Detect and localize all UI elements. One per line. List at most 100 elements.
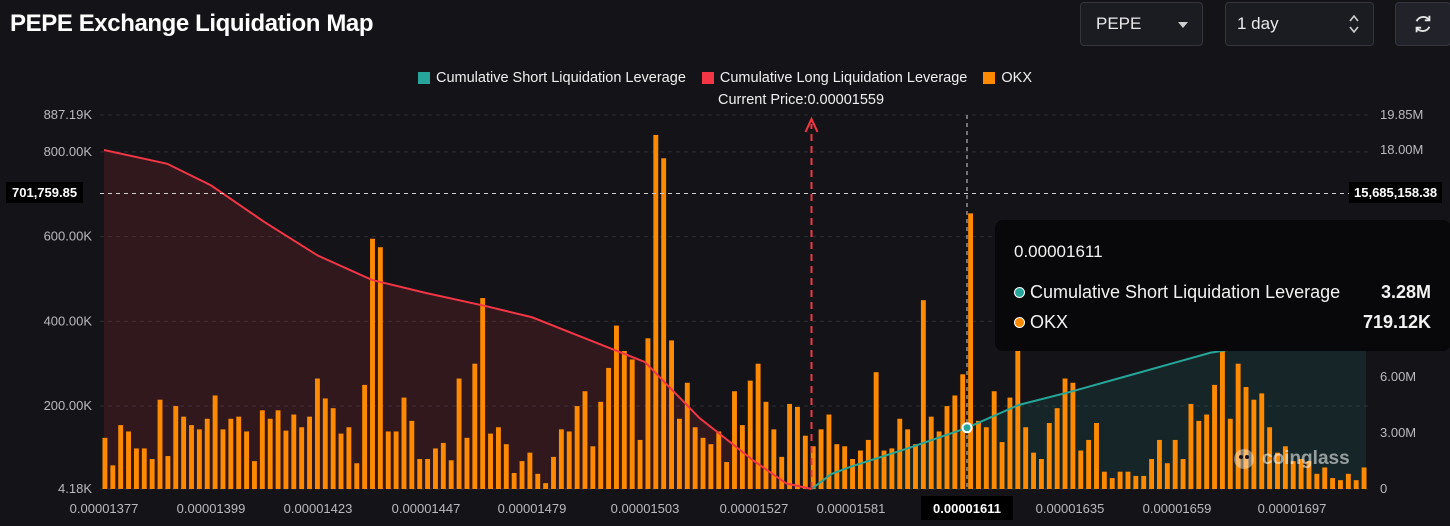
okx-bar: [1133, 475, 1139, 489]
okx-bar: [771, 429, 777, 489]
okx-bar: [157, 399, 163, 489]
okx-bar: [1322, 467, 1328, 489]
okx-bar: [385, 431, 391, 489]
refresh-button[interactable]: [1395, 2, 1450, 46]
okx-bar: [212, 395, 218, 489]
okx-bar: [228, 418, 234, 489]
okx-bar: [362, 384, 368, 489]
tooltip-row-short: Cumulative Short Liquidation Leverage 3.…: [1014, 282, 1431, 303]
okx-bar: [244, 431, 250, 489]
right-axis-tick-label: 6.00M: [1380, 369, 1416, 384]
okx-bar: [118, 425, 124, 489]
right-axis-tick-label: 0: [1380, 481, 1387, 496]
okx-bar: [983, 427, 989, 489]
long-line: [103, 149, 812, 490]
okx-bar: [755, 363, 761, 489]
x-axis-tick-label: 0.00001697: [1258, 501, 1327, 516]
okx-bar: [1282, 446, 1288, 489]
okx-bar: [1109, 478, 1115, 489]
okx-bar: [1196, 420, 1202, 489]
okx-bar: [220, 429, 226, 489]
right-axis-tick-label: 18.00M: [1380, 142, 1423, 157]
okx-bar: [283, 430, 289, 489]
okx-bar: [1275, 452, 1280, 489]
okx-bar: [527, 452, 533, 489]
okx-bar: [708, 444, 714, 489]
okx-bar: [637, 439, 643, 489]
okx-bar: [1361, 467, 1367, 489]
okx-bar: [826, 414, 832, 489]
okx-bar: [1314, 473, 1320, 489]
okx-bar: [1330, 478, 1336, 489]
left-axis-tick-label: 887.19K: [44, 107, 93, 122]
legend-item-short[interactable]: Cumulative Short Liquidation Leverage: [418, 70, 686, 86]
okx-bar: [897, 418, 903, 489]
left-axis-tick-label: 800.00K: [44, 144, 93, 159]
okx-bar: [472, 363, 478, 489]
okx-bar: [1212, 384, 1217, 489]
okx-bar: [1094, 423, 1099, 489]
okx-bar: [433, 448, 438, 489]
symbol-select[interactable]: PEPE: [1080, 2, 1203, 46]
okx-bar: [1070, 382, 1076, 489]
x-axis-tick-label: 0.00001377: [70, 501, 139, 516]
okx-bar: [920, 300, 926, 489]
okx-bar: [448, 460, 454, 489]
time-range-value: 1 day: [1237, 14, 1279, 33]
crosshair-point: [961, 422, 973, 434]
right-axis-tick-label: 19.85M: [1380, 107, 1423, 122]
okx-bar: [409, 420, 415, 489]
okx-bar: [1078, 450, 1084, 489]
okx-bar: [676, 418, 682, 489]
okx-bar: [865, 439, 871, 489]
legend-label-okx: OKX: [1001, 70, 1032, 86]
legend-swatch-okx: [983, 72, 996, 84]
chart-legend: Cumulative Short Liquidation Leverage Cu…: [418, 70, 1032, 86]
okx-bar: [181, 416, 187, 489]
okx-bar: [1164, 463, 1170, 489]
okx-bar: [1290, 461, 1296, 489]
okx-bar: [275, 410, 281, 489]
okx-bar: [456, 378, 462, 489]
okx-bar: [204, 418, 210, 489]
okx-bar: [1235, 363, 1241, 489]
okx-bar: [692, 427, 698, 489]
okx-bar: [393, 431, 399, 489]
okx-bar: [189, 425, 194, 489]
okx-bar: [700, 437, 706, 489]
okx-bar: [346, 427, 352, 489]
watermark-text: coinglass: [1262, 448, 1350, 469]
okx-bar: [503, 444, 509, 489]
okx-bar: [795, 406, 800, 489]
okx-bar: [913, 444, 918, 489]
x-axis-tick-label: 0.00001423: [284, 501, 353, 516]
okx-bar: [558, 429, 564, 489]
okx-bar: [291, 414, 297, 489]
left-axis-tick-label: 200.00K: [44, 398, 93, 413]
okx-bar: [338, 433, 344, 489]
okx-bar: [1180, 459, 1186, 489]
okx-bar: [889, 448, 895, 489]
x-axis-tick-label: 0.00001447: [392, 501, 461, 516]
time-range-select[interactable]: 1 day: [1225, 2, 1374, 46]
legend-item-long[interactable]: Cumulative Long Liquidation Leverage: [701, 70, 967, 86]
okx-bar: [834, 444, 840, 489]
tooltip-value-okx: 719.12K: [1362, 312, 1431, 332]
up-down-arrows-icon: [1349, 14, 1359, 34]
okx-bar: [417, 459, 423, 489]
x-axis-tick-label: 0.00001479: [498, 501, 567, 516]
x-axis-tick-label: 0.00001581: [817, 501, 886, 516]
okx-bar: [354, 463, 360, 489]
okx-bar: [1251, 399, 1257, 489]
okx-bar: [495, 427, 501, 489]
x-axis-tick-label: 0.00001399: [177, 501, 246, 516]
tooltip-value-short: 3.28M: [1380, 282, 1431, 302]
okx-bar: [629, 359, 635, 489]
okx-bar: [543, 483, 549, 489]
legend-item-okx[interactable]: OKX: [983, 70, 1032, 86]
okx-bar: [377, 247, 383, 489]
okx-bar: [259, 410, 265, 489]
okx-bar: [842, 446, 848, 489]
okx-bar: [960, 374, 966, 489]
okx-bar: [1023, 427, 1029, 489]
